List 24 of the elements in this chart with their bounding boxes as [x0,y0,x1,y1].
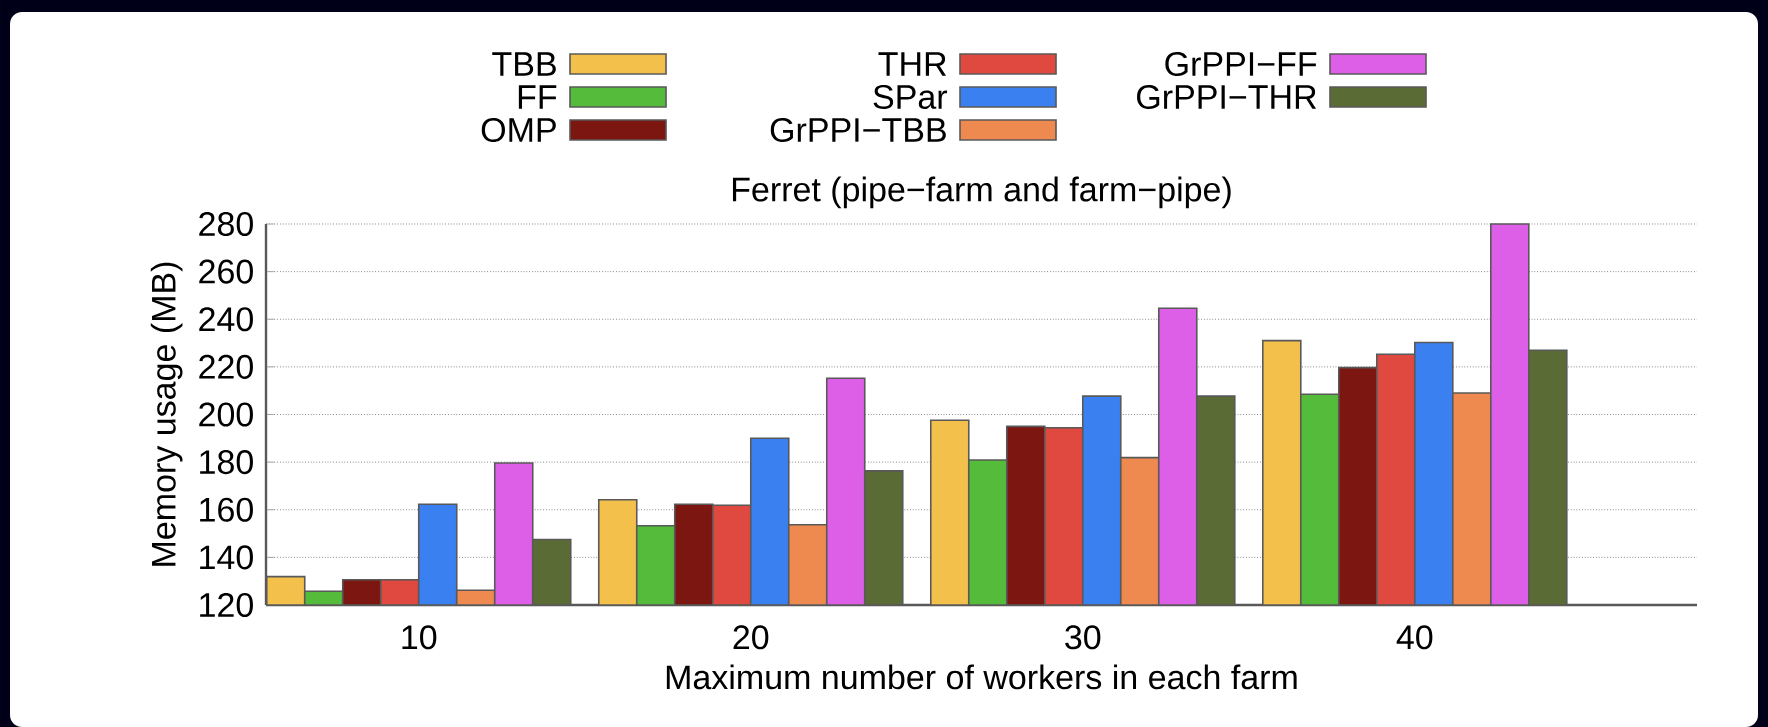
x-axis-title: Maximum number of workers in each farm [666,664,1297,690]
y-tick-label: 160 [200,497,253,522]
legend-label: GrPPI−TBB [770,117,946,143]
y-tick-label: 280 [199,211,253,237]
x-tick-label: 40 [1396,625,1433,650]
y-tick-label: 220 [199,354,253,379]
x-tick-label: 30 [1065,625,1101,650]
chart-title: Ferret (pipe−farm and farm−pipe) [732,176,1231,209]
legend-label: SPar [873,84,948,110]
legend-label: GrPPI−THR [1137,84,1317,110]
y-axis-title: Memory usage (MB) [150,262,183,566]
y-tick-label: 120 [200,592,253,618]
y-tick-label: 260 [199,259,253,284]
legend-label: GrPPI−FF [1165,51,1317,77]
y-tick-label: 240 [199,307,253,332]
y-tick-label: 200 [199,402,253,427]
x-tick-label: 10 [402,625,437,650]
y-tick-label: 180 [200,450,253,475]
legend-label: TBB [492,52,556,76]
x-tick-label: 20 [733,625,769,650]
legend-label: THR [878,52,947,76]
legend-label: OMP [481,117,556,143]
legend-label: FF [518,85,557,109]
y-tick-label: 140 [200,545,253,570]
